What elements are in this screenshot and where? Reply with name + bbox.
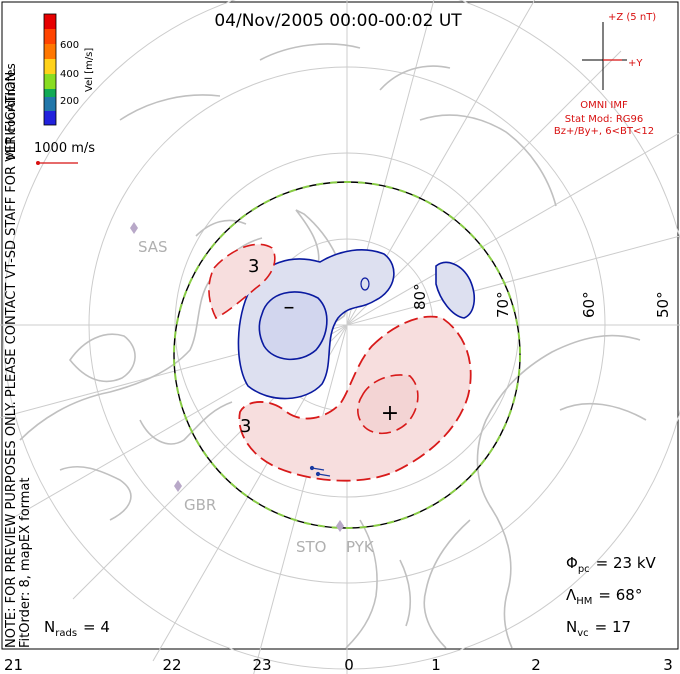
stat-phi-symbol: Φ [566,554,578,572]
stat-nvc-value: = 17 [595,618,631,636]
mlt-tick-23: 23 [252,656,271,674]
stat-lambda: ΛHM = 68° [566,586,642,607]
lat-label-60: 60° [580,291,598,318]
station-label-sas: SAS [138,238,168,256]
stat-nvc-sub: vc [577,628,588,639]
cell-min-marker: – [284,295,295,320]
lat-label-50: 50° [654,291,672,318]
vector-scale-label: 1000 m/s [34,141,95,156]
vector-scale-origin [36,161,40,165]
coastline-siberia [119,43,557,207]
stat-nrads-symbol: N [44,618,55,636]
stat-nvc-symbol: N [566,618,577,636]
mlt-line-5 [0,235,680,419]
vector-origin-1 [309,465,315,471]
coastline-hudson-bay [69,333,136,383]
stat-nvc: Nvc = 17 [566,618,631,639]
stat-nrads-sub: rads [55,628,77,639]
fitted-vectors [309,465,331,477]
negative-cell-dot [360,277,370,291]
stat-nrads-value: = 4 [83,618,110,636]
contour-label-dusk: 3 [248,256,259,277]
stat-nrads: Nrads = 4 [44,618,110,639]
mlt-tick-22: 22 [162,656,181,674]
hm-boundary-green [173,181,521,529]
station-marker-sto [336,520,344,532]
colorbar-segment-4 [44,59,56,74]
stat-lambda-sub: HM [576,596,592,607]
velocity-colorbar: 600 400 200 Vel [m/s] [43,13,95,126]
colorbar-segment-3 [44,44,56,59]
imf-model-line2: Bz+/By+, 6<BT<12 [554,126,654,137]
imf-panel: +Z (5 nT) +Y OMNI IMF Stat Mod: RG96 Bz+… [554,12,656,137]
imf-model-line1: Stat Mod: RG96 [565,114,644,125]
convection-cells [208,243,476,482]
vector-scale: 1000 m/s [34,141,95,165]
imf-y-label: +Y [628,58,643,69]
positive-cell-region [238,315,472,482]
stat-phi: Φpc = 23 kV [566,554,657,575]
coordinates-note: MLT coordinates [4,63,18,160]
colorbar-segment-5 [44,74,56,89]
negative-cell-small [435,261,476,319]
map-title: 04/Nov/2005 00:00-00:02 UT [214,11,462,31]
colorbar-segment-6 [44,89,56,97]
cell-max-marker: + [381,401,399,426]
colorbar-frame [43,13,57,126]
preview-note: NOTE: FOR PREVIEW PURPOSES ONLY. PLEASE … [4,68,19,648]
colorbar-segment-2 [44,29,56,44]
station-label-sto: STO [296,538,327,556]
contour-label-pos: 3 [240,416,251,437]
mlt-tick-1: 1 [431,656,441,674]
colorbar-label: Vel [m/s] [84,48,95,92]
lat-label-70: 70° [494,291,512,318]
imf-source: OMNI IMF [580,100,628,111]
mlt-tick-2: 2 [531,656,541,674]
negative-cell-inner [258,291,328,361]
colorbar-tick-600: 600 [60,40,79,51]
latitude-labels: 80° 70° 60° 50° [411,283,672,318]
coastline-scandinavia [345,519,412,649]
mlt-tick-21: 21 [4,656,23,674]
vector-origin-2 [315,471,321,477]
mlt-axis: 21 22 23 0 1 2 3 [4,656,673,674]
mlt-tick-3: 3 [663,656,673,674]
station-marker-sas [130,222,138,234]
station-labels: SAS GBR STO PYK [138,238,375,556]
stat-lambda-value: = 68° [598,586,642,604]
stat-phi-sub: pc [578,564,590,575]
map-statistics: Φpc = 23 kV ΛHM = 68° Nvc = 17 Nrads = 4 [44,554,657,639]
station-label-gbr: GBR [184,496,216,514]
positive-cell-inner [357,374,419,435]
colorbar-tick-200: 200 [60,96,79,107]
positive-cell-dusk [208,243,276,320]
fitorder-note: FitOrder: 8, mapEX format [18,477,33,648]
stat-phi-value: = 23 kV [596,554,657,572]
mlt-tick-0: 0 [344,656,354,674]
colorbar-segment-7 [44,97,56,111]
lat-label-80: 80° [411,283,429,310]
station-marker-gbr [174,480,182,492]
colorbar-segment-1 [44,14,56,29]
stat-lambda-symbol: Λ [566,586,577,604]
colorbar-segment-8 [44,111,56,125]
coastline-eurasia [423,334,647,649]
imf-z-label: +Z (5 nT) [608,12,656,23]
station-label-pyk: PYK [346,538,375,556]
station-markers [130,222,344,532]
colorbar-tick-400: 400 [60,69,79,80]
